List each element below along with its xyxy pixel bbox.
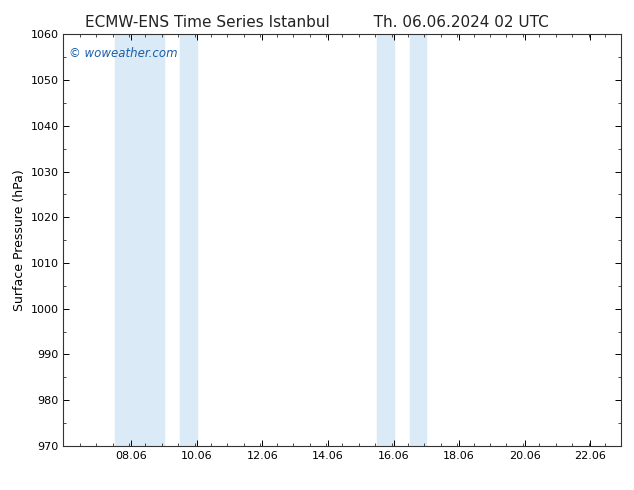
Bar [115,34,164,446]
Y-axis label: Surface Pressure (hPa): Surface Pressure (hPa) [13,169,26,311]
Text: ECMW-ENS Time Series Istanbul         Th. 06.06.2024 02 UTC: ECMW-ENS Time Series Istanbul Th. 06.06.… [85,15,549,30]
Bar [410,34,427,446]
Bar [180,34,197,446]
Text: © woweather.com: © woweather.com [69,47,178,60]
Bar [377,34,394,446]
